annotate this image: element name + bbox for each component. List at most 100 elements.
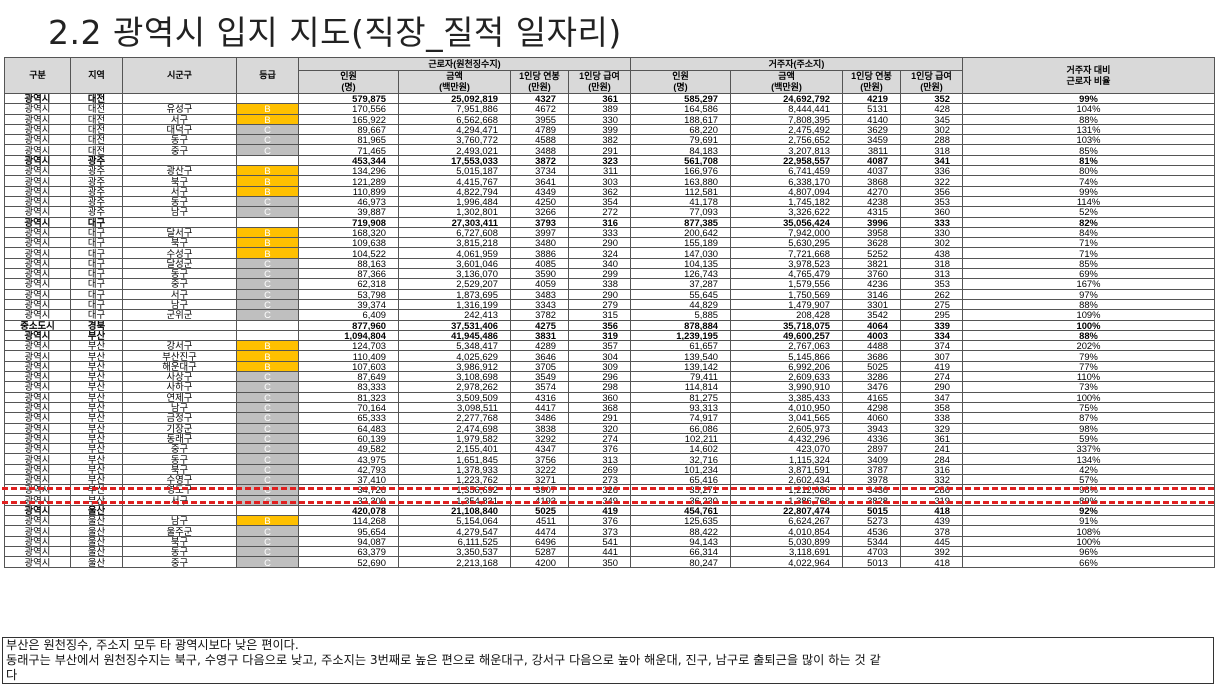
cell-region: 부산 (70, 381, 123, 393)
cell-home-count: 55,645 (630, 288, 731, 300)
cell-region: 대구 (70, 278, 123, 290)
cell-home-annual: 3686 (842, 350, 901, 362)
cell-gubun: 광역시 (4, 154, 71, 167)
cell-district: 중구 (122, 556, 237, 568)
cell-work-annual: 3907 (510, 484, 569, 496)
cell-home-count: 77,093 (630, 206, 731, 218)
cell-home-amount: 49,600,257 (730, 329, 843, 342)
cell-ratio: 84% (962, 226, 1215, 239)
cell-district: 광산구 (122, 165, 237, 177)
cell-gubun: 광역시 (4, 422, 71, 434)
cell-work-annual: 3872 (510, 154, 569, 167)
cell-home-monthly: 428 (900, 103, 963, 115)
cell-work-monthly: 311 (568, 165, 631, 177)
header-label: 1인당 연봉 (519, 71, 560, 82)
cell-grade: B (236, 165, 299, 177)
cell-work-amount: 2,474,698 (398, 422, 511, 434)
cell-home-annual: 3628 (842, 237, 901, 249)
table-row-subtotal: 광역시 광주 453,344 17,553,033 3872 323 561,708 22,9… (4, 154, 1215, 167)
cell-work-amount: 4,415,767 (398, 175, 511, 187)
cell-region: 부산 (70, 463, 123, 475)
cell-home-count: 104,135 (630, 257, 731, 270)
cell-home-count: 147,030 (630, 247, 731, 259)
cell-home-amount: 208,428 (730, 309, 843, 321)
cell-home-monthly: 339 (900, 319, 963, 331)
cell-home-monthly: 318 (900, 144, 963, 156)
cell-gubun: 광역시 (4, 144, 71, 156)
cell-ratio: 79% (962, 350, 1215, 362)
table-row: 광역시 대구 북구 B 109,638 3,815,218 3480 290 155,189 5,… (4, 237, 1215, 249)
cell-work-count: 34,726 (298, 484, 399, 496)
cell-home-monthly: 262 (900, 288, 963, 300)
notes-box: 부산은 원천징수, 주소지 모두 타 광역시보다 낮은 편이다. 동래구는 부산… (2, 637, 1214, 684)
cell-work-monthly: 290 (568, 288, 631, 300)
cell-ratio: 110% (962, 371, 1215, 383)
cell-gubun: 광역시 (4, 535, 71, 548)
cell-ratio: 131% (962, 123, 1215, 136)
cell-work-count: 70,164 (298, 401, 399, 414)
cell-home-count: 139,540 (630, 350, 731, 362)
cell-home-monthly: 286 (900, 484, 963, 496)
cell-gubun: 광역시 (4, 463, 71, 475)
cell-district: 수성구 (122, 247, 237, 259)
cell-region: 울산 (70, 546, 123, 558)
cell-district: 울주군 (122, 525, 237, 537)
cell-ratio: 77% (962, 360, 1215, 373)
table-row: 광역시 울산 울주군 C 95,654 4,279,547 4474 373 88,422 4,0… (4, 525, 1215, 537)
cell-home-count: 93,313 (630, 401, 731, 414)
cell-work-monthly: 313 (568, 453, 631, 465)
cell-district: 부산진구 (122, 350, 237, 362)
cell-home-amount: 4,022,964 (730, 556, 843, 568)
header-home-monthly: 1인당 급여 (만원) (900, 70, 963, 94)
cell-home-amount: 3,990,910 (730, 381, 843, 393)
cell-work-annual: 4250 (510, 195, 569, 208)
cell-home-amount: 2,602,434 (730, 473, 843, 486)
header-label: 금액 (446, 71, 463, 82)
cell-home-count: 84,183 (630, 144, 731, 156)
cell-work-count: 42,793 (298, 463, 399, 475)
cell-work-count: 95,654 (298, 525, 399, 537)
cell-gubun: 광역시 (4, 401, 71, 414)
cell-gubun: 광역시 (4, 257, 71, 270)
cell-home-count: 139,142 (630, 360, 731, 373)
cell-work-annual: 3574 (510, 381, 569, 393)
cell-work-amount: 4,061,959 (398, 247, 511, 259)
cell-home-annual: 4298 (842, 401, 901, 414)
cell-grade: B (236, 237, 299, 249)
cell-work-amount: 2,213,168 (398, 556, 511, 568)
cell-home-monthly: 275 (900, 298, 963, 311)
cell-home-amount: 3,385,433 (730, 391, 843, 403)
cell-region: 부산 (70, 350, 123, 362)
cell-work-annual: 3549 (510, 371, 569, 383)
cell-gubun: 광역시 (4, 453, 71, 465)
cell-work-annual: 3838 (510, 422, 569, 434)
cell-home-amount: 4,765,479 (730, 268, 843, 280)
cell-grade: C (236, 401, 299, 414)
cell-home-amount: 6,992,206 (730, 360, 843, 373)
cell-gubun: 광역시 (4, 340, 71, 352)
cell-work-annual: 5025 (510, 504, 569, 517)
cell-district: 북구 (122, 463, 237, 475)
cell-home-count: 68,220 (630, 123, 731, 136)
cell-work-amount: 17,553,033 (398, 154, 511, 167)
cell-home-amount: 2,609,633 (730, 371, 843, 383)
cell-work-count: 114,268 (298, 515, 399, 527)
cell-grade: C (236, 463, 299, 475)
cell-work-monthly: 323 (568, 154, 631, 167)
cell-district: 동구 (122, 546, 237, 558)
cell-home-count: 114,814 (630, 381, 731, 393)
cell-region: 부산 (70, 329, 123, 342)
cell-ratio: 52% (962, 206, 1215, 218)
cell-home-amount: 3,871,591 (730, 463, 843, 475)
cell-home-count: 126,743 (630, 268, 731, 280)
cell-work-count: 104,522 (298, 247, 399, 259)
cell-work-annual: 4059 (510, 278, 569, 290)
cell-work-amount: 3,136,070 (398, 268, 511, 280)
cell-home-count: 36,230 (630, 494, 731, 506)
cell-home-monthly: 322 (900, 175, 963, 187)
cell-home-count: 200,642 (630, 226, 731, 239)
cell-home-count: 163,880 (630, 175, 731, 187)
cell-work-count: 1,094,804 (298, 329, 399, 342)
cell-grade: C (236, 309, 299, 321)
cell-home-monthly: 418 (900, 504, 963, 517)
